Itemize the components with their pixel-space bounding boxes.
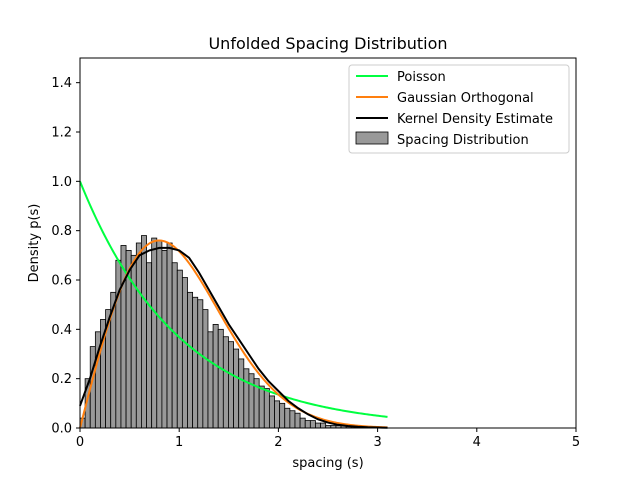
histogram-bar	[161, 249, 168, 429]
y-tick-label: 1.0	[51, 175, 72, 190]
y-tick-label: 0.0	[51, 422, 72, 437]
x-tick-label: 0	[76, 435, 84, 450]
legend-label-gaussian-orthogonal: Gaussian Orthogonal	[397, 91, 534, 106]
histogram-bar	[228, 341, 234, 429]
legend-label-spacing-distribution: Spacing Distribution	[397, 133, 529, 148]
histogram-bar	[294, 412, 301, 429]
histogram-bar	[233, 348, 240, 429]
y-tick-label: 1.2	[51, 126, 72, 141]
y-tick-label: 0.4	[51, 323, 72, 338]
x-tick-label: 3	[373, 435, 381, 450]
axes-frame	[79, 57, 577, 429]
legend-patch-spacing-distribution	[355, 131, 389, 145]
histogram-bar	[263, 388, 270, 429]
histogram-bar	[320, 422, 327, 429]
histogram-bar	[243, 368, 250, 429]
histogram-bar	[315, 422, 321, 429]
histogram-bar	[268, 395, 275, 429]
histogram-bar	[284, 407, 291, 429]
histogram-bar	[141, 235, 147, 429]
histogram-bar	[115, 259, 122, 429]
curves	[79, 180, 388, 429]
y-tick-label: 0.2	[51, 372, 72, 387]
histogram-bar	[171, 262, 178, 429]
histogram-bar	[156, 240, 163, 429]
y-axis-ticks: 0.0 0.2 0.4 0.6 0.8 1.0 1.2 1.4	[51, 76, 80, 437]
histogram-bar	[304, 420, 311, 429]
y-axis-label: Density p(s)	[27, 204, 42, 283]
histogram-bar	[217, 328, 224, 429]
histogram-bar	[181, 277, 188, 429]
histogram-bar	[248, 373, 255, 429]
x-tick-label: 2	[274, 435, 282, 450]
x-axis-label: spacing (s)	[292, 456, 363, 471]
x-axis-ticks: 0 1 2 3 4 5	[76, 428, 580, 450]
histogram-bar	[146, 262, 153, 429]
histogram-bar	[258, 385, 265, 429]
histogram-bar	[135, 242, 142, 429]
legend-label-kernel-density: Kernel Density Estimate	[397, 112, 553, 127]
legend-label-poisson: Poisson	[397, 70, 446, 85]
histogram-bar	[279, 402, 286, 429]
histogram-bar	[187, 291, 194, 429]
histogram-bar	[166, 242, 173, 429]
histogram-bar	[176, 269, 183, 429]
histogram-bar	[238, 358, 245, 429]
x-tick-label: 4	[473, 435, 481, 450]
y-tick-label: 1.4	[51, 76, 72, 91]
series-line-poisson	[79, 180, 388, 418]
histogram-bar	[207, 331, 214, 429]
histogram-bar	[197, 299, 204, 429]
legend: Poisson Gaussian Orthogonal Kernel Densi…	[348, 64, 570, 154]
histogram-bar	[309, 420, 316, 429]
series-line-kde	[79, 246, 388, 429]
histogram-bar	[192, 296, 199, 429]
histogram-bar	[289, 410, 296, 429]
series-line-goe	[79, 239, 388, 429]
histogram-bar	[274, 400, 281, 429]
legend-frame	[348, 64, 570, 154]
histogram-bar	[212, 323, 219, 429]
x-tick-label: 5	[572, 435, 580, 450]
x-tick-label: 1	[175, 435, 183, 450]
histogram-bar	[299, 417, 306, 429]
histogram-bar	[151, 237, 158, 429]
histogram-bar	[222, 336, 229, 429]
y-tick-label: 0.6	[51, 274, 72, 289]
chart-title: Unfolded Spacing Distribution	[208, 34, 447, 53]
histogram-bar	[202, 309, 209, 429]
y-tick-label: 0.8	[51, 224, 72, 239]
